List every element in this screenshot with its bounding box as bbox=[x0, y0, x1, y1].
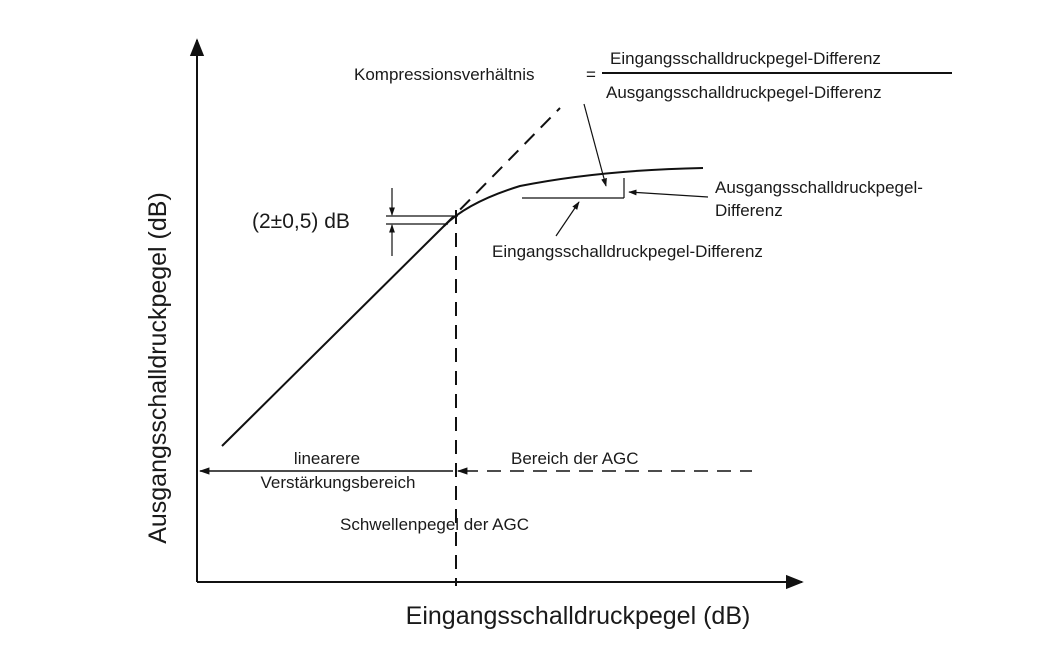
input-difference-arrow bbox=[555, 201, 580, 237]
output-difference-label-line2: Differenz bbox=[715, 201, 783, 220]
compression-ratio-label: Kompressionsverhältnis bbox=[354, 65, 534, 84]
formula-denominator: Ausgangsschalldruckpegel-Differenz bbox=[606, 83, 882, 102]
agc-range-label: Bereich der AGC bbox=[511, 449, 639, 468]
output-difference-label-line1: Ausgangsschalldruckpegel- bbox=[715, 178, 923, 197]
linear-range-label-line2: Verstärkungsbereich bbox=[261, 473, 416, 492]
linear-range-label-line1: linearere bbox=[294, 449, 360, 468]
linear-extension bbox=[443, 107, 561, 227]
formula-equals: = bbox=[586, 65, 596, 84]
y-axis-label: Ausgangsschalldruckpegel (dB) bbox=[144, 192, 172, 544]
formula-pointer-arrow bbox=[583, 103, 607, 187]
x-axis-label: Eingangsschalldruckpegel (dB) bbox=[406, 602, 751, 630]
output-difference-arrow bbox=[628, 189, 709, 198]
input-difference-label: Eingangsschalldruckpegel-Differenz bbox=[492, 242, 763, 261]
tolerance-label: (2±0,5) dB bbox=[252, 210, 350, 233]
formula-numerator: Eingangsschalldruckpegel-Differenz bbox=[610, 49, 881, 68]
io-curve bbox=[221, 167, 704, 447]
threshold-label: Schwellenpegel der AGC bbox=[340, 515, 529, 534]
